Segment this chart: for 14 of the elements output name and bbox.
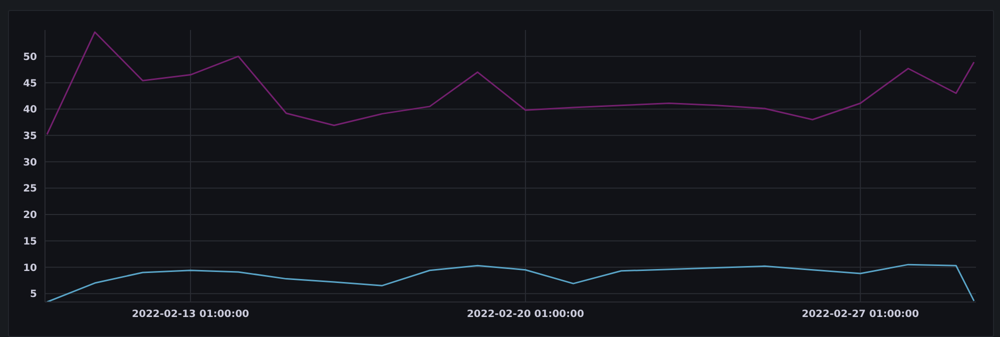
- x-tick-label: 2022-02-13 01:00:00: [132, 309, 250, 320]
- x-tick-label: 2022-02-27 01:00:00: [802, 309, 920, 320]
- x-tick-label: 2022-02-20 01:00:00: [466, 309, 584, 320]
- y-tick-label: 15: [23, 236, 38, 248]
- y-tick-label: 40: [23, 104, 38, 116]
- y-tick-label: 35: [23, 130, 38, 142]
- line-series: [46, 31, 975, 136]
- y-tick-label: 10: [23, 262, 38, 274]
- y-tick-label: 5: [30, 289, 38, 300]
- y-tick-label: 45: [23, 78, 38, 90]
- y-tick-label: 30: [23, 157, 38, 168]
- y-tick-label: 50: [23, 52, 38, 63]
- y-tick-label: 25: [23, 184, 38, 195]
- y-tick-label: 20: [23, 210, 38, 222]
